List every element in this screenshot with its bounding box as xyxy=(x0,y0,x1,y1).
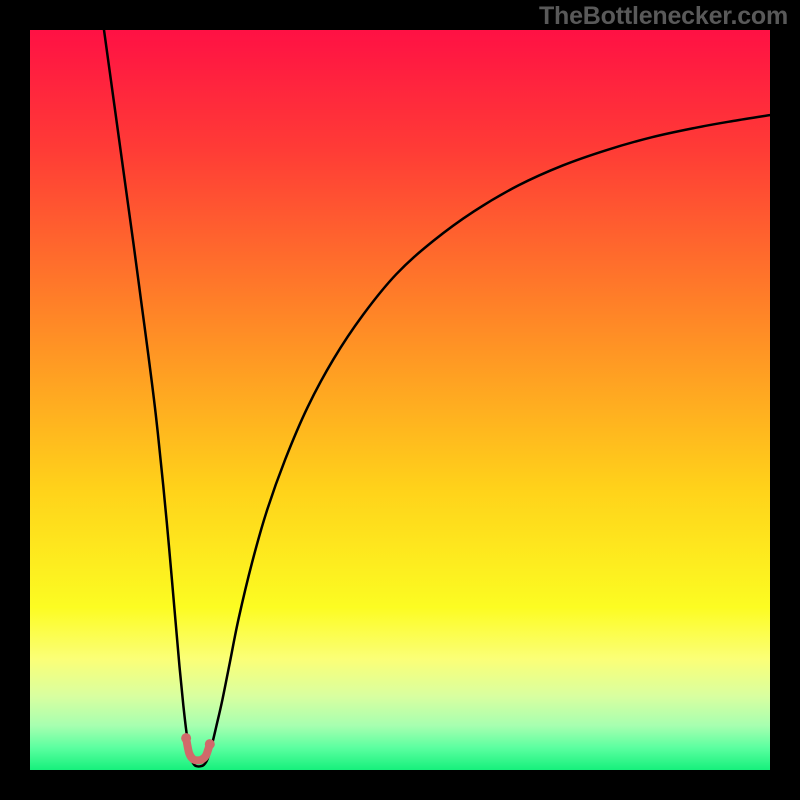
bottleneck-chart xyxy=(0,0,800,800)
plot-area xyxy=(30,30,770,770)
valley-marker-dot-1 xyxy=(205,739,215,749)
watermark-text: TheBottlenecker.com xyxy=(539,2,788,31)
valley-marker-dot-0 xyxy=(181,733,191,743)
